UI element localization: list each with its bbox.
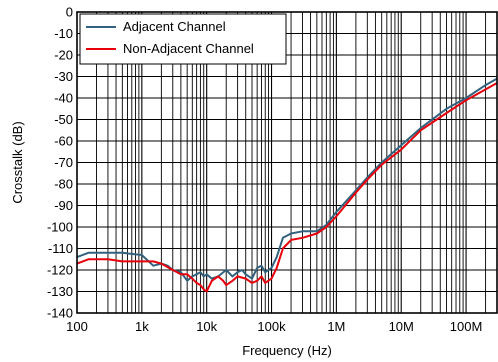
series-lines	[77, 77, 497, 293]
y-tick-label: -110	[48, 241, 73, 256]
y-tick-label: -80	[54, 177, 73, 192]
plot-frame	[76, 11, 498, 314]
x-tick-label: 1k	[135, 319, 149, 334]
y-tick-label: -10	[54, 26, 73, 41]
y-tick-label: -40	[54, 91, 73, 106]
y-tick-label: -130	[47, 284, 73, 299]
x-tick-label: 10k	[196, 319, 217, 334]
legend: Adjacent Channel Non-Adjacent Channel	[79, 13, 287, 65]
y-tick-label: -50	[54, 112, 73, 127]
series-line-non-adjacent	[77, 82, 497, 293]
y-tick-label: -90	[54, 198, 73, 213]
y-axis-label: Crosstalk (dB)	[10, 121, 25, 203]
x-tick-labels: 100 1k 10k 100k 1M 10M 100M	[66, 319, 482, 334]
y-tick-label: -20	[54, 48, 73, 63]
legend-label-adjacent: Adjacent Channel	[123, 19, 226, 34]
y-tick-label: -70	[54, 155, 73, 170]
x-tick-label: 1M	[327, 319, 345, 334]
legend-label-non-adjacent: Non-Adjacent Channel	[123, 41, 254, 56]
x-axis-label: Frequency (Hz)	[242, 343, 332, 358]
x-tick-label: 100k	[257, 319, 286, 334]
y-tick-label: 0	[66, 5, 73, 20]
x-tick-label: 100M	[450, 319, 483, 334]
legend-box	[79, 13, 287, 65]
y-tick-label: -30	[54, 69, 73, 84]
y-tick-label: -60	[54, 134, 73, 149]
y-tick-label: -120	[47, 263, 73, 278]
y-tick-labels: 0 -10 -20 -30 -40 -50 -60 -70 -80 -90 -100 -110 -120…	[47, 5, 73, 321]
y-tick-label: -140	[47, 306, 73, 321]
x-tick-label: 100	[66, 319, 88, 334]
y-tick-label: -100	[47, 220, 73, 235]
series-line-adjacent	[77, 77, 497, 282]
x-tick-label: 10M	[389, 319, 414, 334]
